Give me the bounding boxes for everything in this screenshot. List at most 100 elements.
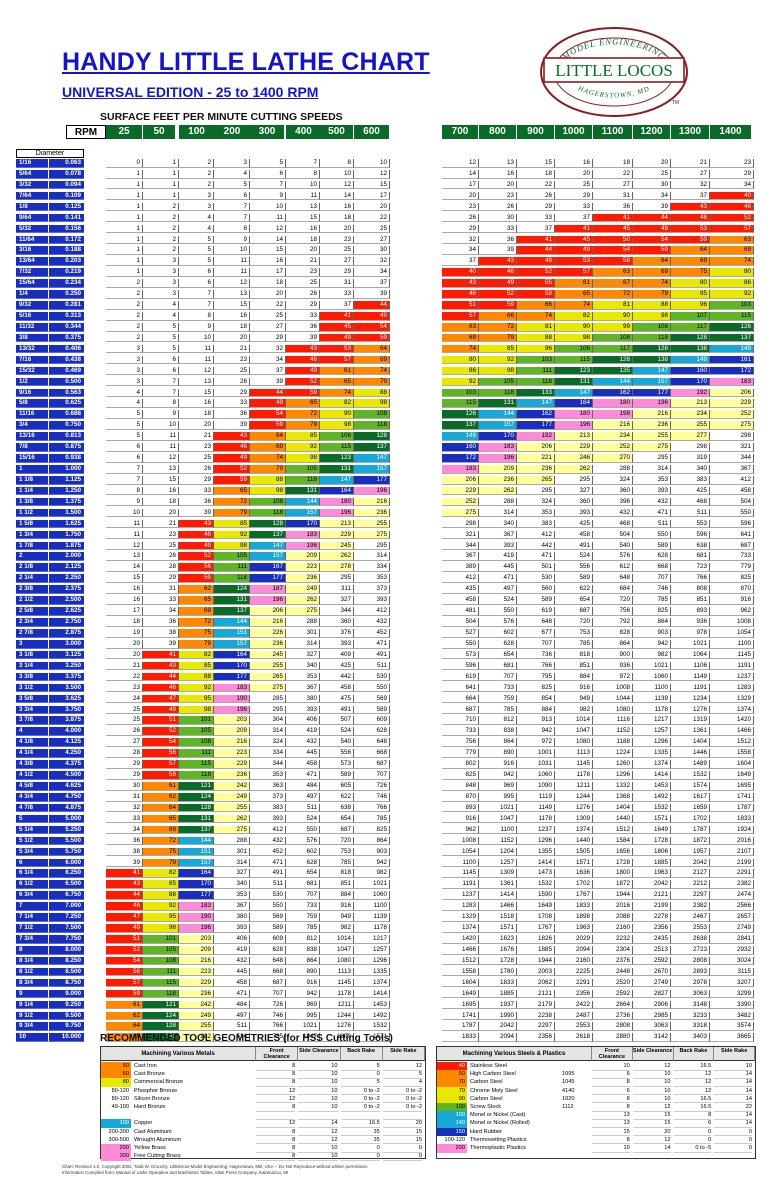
sfm-cell: 1283: [710, 683, 754, 693]
sfm-cell: 1806: [633, 847, 671, 857]
sfm-cell: 38: [143, 628, 179, 638]
sfm-cell: 733: [710, 552, 754, 562]
diameter-decimal: 0.250: [48, 290, 84, 299]
sfm-cell: 445: [214, 967, 250, 977]
sfm-cell: 85: [214, 519, 250, 529]
angle-value: 15: [382, 1128, 422, 1137]
sfm-cell: 916: [555, 683, 593, 693]
sfm-cell: 79: [143, 858, 179, 868]
sfm-cell: 59: [633, 246, 671, 256]
sfm-cell: 828: [593, 628, 633, 638]
sfm-cell: 1309: [555, 814, 593, 824]
sfm-cell: 26: [479, 202, 517, 212]
sfm-cell: 3: [106, 344, 143, 354]
sfm-cell: 1145: [320, 978, 354, 988]
sfm-cell: 383: [671, 475, 710, 485]
sfm-cell: 149: [671, 355, 710, 365]
sfm-cell: 2016: [710, 836, 754, 846]
sfm-cell: 170: [179, 880, 214, 889]
sfm-cell: 33: [286, 312, 320, 321]
sfm-cell: 44: [354, 301, 390, 310]
sfm-cell: 79: [250, 465, 286, 474]
sfm-cell: 825: [517, 683, 555, 693]
sfm-cell: 108: [250, 497, 286, 507]
sfm-cell: 1224: [593, 749, 633, 758]
sfm-cell: 2880: [593, 1033, 633, 1042]
sfm-cell: 82: [143, 869, 179, 879]
sfm-cell: 605: [320, 782, 354, 791]
diameter-decimal: 9.000: [48, 989, 84, 999]
sfm-cell: 11: [106, 519, 143, 529]
sfm-cell: 6: [106, 454, 143, 463]
sfm-cell: 569: [354, 694, 390, 704]
sfm-cell: 707: [479, 672, 517, 682]
sfm-cell: 1414: [354, 989, 390, 999]
sfm-cell: 452: [354, 628, 390, 638]
sfm-cell: 18: [143, 497, 179, 507]
sfm-cell: 49: [143, 705, 179, 715]
material-code: 1045: [562, 1079, 575, 1086]
sfm-cell: 52: [286, 377, 320, 387]
sfm-cell: 1047: [286, 1033, 320, 1042]
sfm-cell: 1217: [633, 716, 671, 726]
sfm-cell: 278: [320, 563, 354, 572]
angle-value: [298, 1111, 338, 1120]
angle-value: 0: [673, 1136, 712, 1145]
sfm-cell: 31: [106, 792, 143, 802]
sfm-cell: 131: [320, 465, 354, 474]
sfm-cell: 213: [555, 432, 593, 441]
sfm-cell: 23: [442, 202, 479, 212]
sfm-cell: 1152: [593, 727, 633, 736]
sfm-cell: 1021: [479, 803, 517, 813]
sfm-cell: 1: [106, 213, 143, 223]
sfm-cell: 854: [517, 694, 555, 704]
sfm-cell: 69: [710, 246, 754, 256]
sfm-cell: 1178: [320, 989, 354, 999]
sfm-cell: 36: [143, 618, 179, 627]
diameter-fraction: 2 3/4: [16, 618, 48, 627]
angle-value: 35: [340, 1128, 380, 1137]
sfm-cell: 471: [250, 858, 286, 868]
sfm-cell: 46: [179, 530, 214, 540]
sfm-cell: 10: [354, 159, 390, 168]
sfm-cell: 825: [354, 825, 390, 835]
sfm-cell: 118: [633, 333, 671, 343]
diameter-decimal: 9.750: [48, 1022, 84, 1032]
sfm-cell: 1800: [593, 869, 633, 879]
sfm-cell: 209: [214, 727, 250, 736]
sfm-cell: 668: [354, 749, 390, 758]
diameter-fraction: 7 1/2: [16, 924, 48, 933]
sfm-cell: 43: [286, 344, 320, 354]
sfm-cell: 229: [214, 760, 250, 769]
sfm-cell: 81: [517, 322, 555, 332]
sfm-cell: 596: [710, 519, 754, 529]
diameter-decimal: 4.125: [48, 738, 84, 747]
sfm-cell: 573: [320, 760, 354, 769]
sfm-cell: 51: [143, 716, 179, 726]
angle-value: 10: [298, 1144, 338, 1153]
sfm-cell: 3574: [710, 1022, 754, 1032]
sfm-swatch: 200: [437, 1144, 467, 1153]
sfm-cell: 32: [671, 180, 710, 190]
sfm-cell: 1234: [671, 694, 710, 704]
sfm-cell: 511: [671, 508, 710, 518]
diameter-fraction: 2 1/4: [16, 574, 48, 583]
sfm-cell: 131: [555, 377, 593, 387]
sfm-cell: 1113: [320, 967, 354, 977]
material-code: [562, 1144, 590, 1153]
sfm-cell: 21: [286, 257, 320, 266]
sfm-cell: 648: [517, 618, 555, 627]
sfm-cell: 864: [354, 836, 390, 846]
sfm-cell: 2749: [710, 924, 754, 933]
sfm-cell: 458: [286, 760, 320, 769]
sfm-cell: 9: [143, 410, 179, 419]
diameter-decimal: 5.750: [48, 847, 84, 857]
diameter-decimal: 4.250: [48, 749, 84, 758]
sfm-cell: 115: [179, 760, 214, 769]
sfm-cell: 15: [517, 159, 555, 168]
sfm-swatch: 300-500: [101, 1135, 131, 1145]
sfm-cell: 46: [710, 202, 754, 212]
sfm-cell: 367: [710, 465, 754, 474]
sfm-cell: 33: [479, 224, 517, 234]
sfm-cell: 79: [633, 290, 671, 299]
